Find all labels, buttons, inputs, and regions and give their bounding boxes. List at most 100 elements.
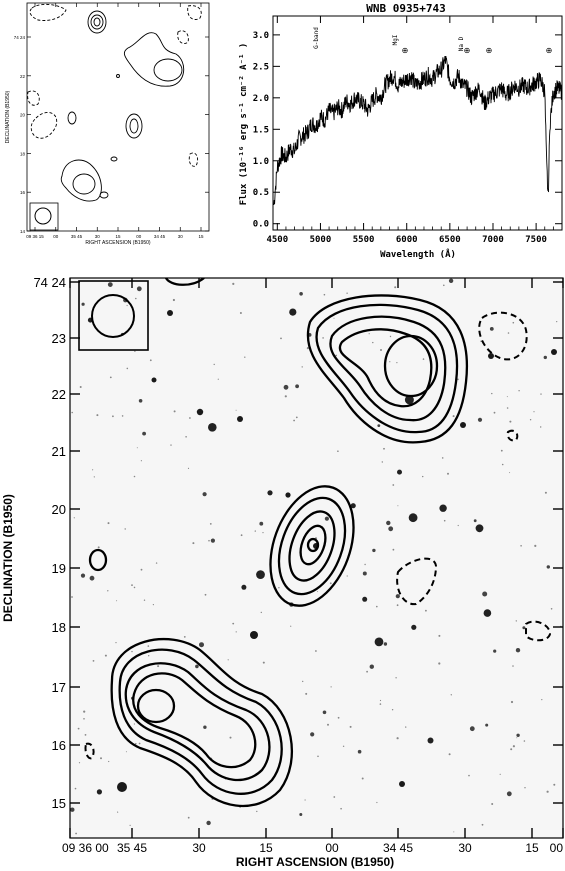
optical-star	[217, 378, 219, 380]
optical-star	[322, 710, 327, 715]
optical-star	[518, 390, 520, 392]
optical-star	[75, 832, 77, 835]
optical-star	[204, 593, 207, 596]
large-x-tick-label: 00	[325, 841, 339, 855]
optical-star	[425, 609, 427, 612]
optical-star	[389, 335, 392, 338]
large-y-tick-label: 22	[52, 387, 66, 402]
spectrum-axes: 4500 5000 5500 6000 6500 7000 7500 0.0 0.5 1.0 1.5…	[253, 16, 562, 245]
optical-star	[256, 570, 265, 579]
small-contour	[72, 173, 96, 195]
optical-star	[405, 726, 407, 728]
label-mgi: MgI	[392, 34, 399, 45]
optical-star	[380, 349, 382, 351]
optical-star-bright	[196, 408, 204, 416]
optical-star	[126, 367, 129, 370]
optical-star	[126, 304, 128, 307]
spectrum-y-tick-label: 1.5	[253, 125, 269, 135]
optical-star	[121, 415, 124, 417]
large-map-ticks: 09 36 00 35 45 30 15 00 34 45 30 15 00 74 24 23 22 2…	[33, 275, 564, 855]
optical-star	[299, 813, 303, 816]
large-y-tick-label: 21	[52, 444, 66, 459]
optical-star	[516, 733, 520, 737]
optical-star	[369, 664, 374, 669]
optical-star	[81, 302, 85, 306]
optical-star	[439, 504, 447, 512]
optical-star	[404, 395, 414, 405]
small-contour	[153, 58, 183, 82]
optical-star	[229, 736, 232, 739]
small-radio-map: 09 36 15 00 35 45 30 15 00 34 45 30 15 74 24 22 20 1…	[5, 2, 210, 246]
spectrum-panel: WNB 0935+743 4500 5000 5500 6000 6500 7000 750…	[239, 2, 563, 260]
large-x-tick-label: 30	[192, 841, 206, 855]
optical-star	[333, 317, 335, 319]
optical-star	[362, 596, 368, 602]
optical-star	[411, 624, 417, 630]
optical-star	[485, 723, 489, 727]
optical-star	[379, 699, 382, 702]
optical-star	[540, 426, 542, 428]
optical-star	[138, 742, 141, 745]
optical-star	[108, 760, 110, 763]
optical-star	[507, 332, 510, 334]
optical-star-bright	[285, 492, 291, 498]
small-x-tick-label: 15	[115, 234, 121, 239]
optical-star	[302, 680, 304, 683]
telluric-marker: ⊕	[402, 46, 409, 55]
optical-star	[93, 476, 95, 478]
optical-star	[290, 625, 292, 627]
optical-star	[306, 347, 309, 350]
optical-star	[135, 297, 137, 300]
optical-star	[491, 803, 494, 805]
spectrum-ylabel: Flux (10⁻¹⁶ erg s⁻¹ cm⁻² A⁻¹ )	[239, 43, 249, 206]
optical-star	[469, 726, 475, 732]
optical-star	[553, 783, 556, 786]
spectrum-y-tick-label: 2.5	[253, 62, 269, 72]
optical-star-bright	[167, 310, 173, 316]
optical-star	[241, 584, 247, 590]
contour-west-small	[88, 548, 108, 572]
optical-star	[187, 816, 190, 819]
small-y-tick-label: 22	[20, 74, 26, 79]
optical-star	[92, 660, 95, 662]
optical-star	[515, 648, 521, 653]
small-contour-dashed	[187, 5, 202, 20]
optical-star-bright	[399, 781, 405, 787]
optical-star	[278, 587, 280, 589]
optical-star	[317, 591, 319, 593]
optical-star	[386, 520, 391, 526]
label-na-d: Na D	[458, 36, 465, 51]
optical-star	[78, 762, 81, 764]
spectrum-y-tick-label: 1.0	[253, 157, 269, 167]
large-y-tick-label: 20	[52, 502, 66, 517]
optical-star	[262, 532, 264, 534]
optical-star	[189, 417, 191, 419]
optical-star	[327, 723, 329, 726]
small-map-frame	[26, 2, 210, 232]
optical-star	[148, 655, 150, 657]
optical-star	[394, 286, 397, 289]
optical-star	[372, 548, 376, 553]
optical-star	[267, 490, 273, 496]
optical-star	[107, 522, 110, 525]
optical-star	[210, 538, 215, 543]
optical-star	[509, 472, 511, 474]
optical-star	[97, 546, 100, 549]
optical-star	[396, 604, 399, 607]
optical-star	[135, 742, 137, 745]
contour-center-outer	[269, 485, 355, 607]
small-contour	[123, 32, 185, 87]
small-xlabel: RIGHT ASCENSION (B1950)	[85, 240, 151, 246]
optical-star-bright	[237, 416, 243, 422]
large-x-tick-label: 15	[259, 841, 273, 855]
optical-star	[324, 516, 329, 521]
optical-star	[107, 590, 109, 592]
contour-center	[288, 510, 336, 582]
optical-star	[259, 521, 264, 526]
optical-star	[92, 469, 94, 471]
optical-star	[260, 611, 262, 614]
small-x-tick-label: 15	[198, 234, 204, 239]
contour-dashed	[506, 429, 519, 442]
spectrum-title: WNB 0935+743	[366, 2, 445, 15]
spectrum-y-tick-label: 0.0	[253, 220, 269, 230]
